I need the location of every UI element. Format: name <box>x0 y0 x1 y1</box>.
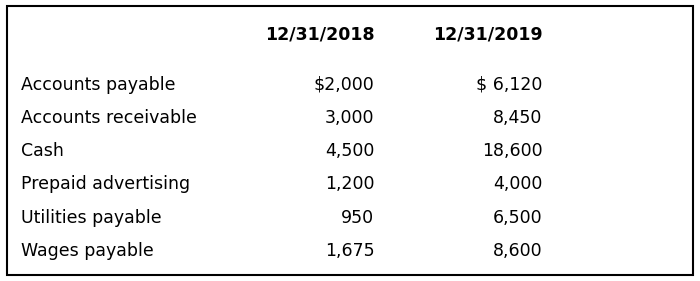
Text: Accounts receivable: Accounts receivable <box>21 109 197 127</box>
Text: Cash: Cash <box>21 142 64 160</box>
Text: 18,600: 18,600 <box>482 142 542 160</box>
Text: 12/31/2018: 12/31/2018 <box>265 25 375 43</box>
Text: 8,600: 8,600 <box>493 242 542 260</box>
Text: 8,450: 8,450 <box>493 109 542 127</box>
Text: 3,000: 3,000 <box>325 109 374 127</box>
Text: 6,500: 6,500 <box>493 209 542 226</box>
Text: $ 6,120: $ 6,120 <box>476 76 542 94</box>
Text: $2,000: $2,000 <box>314 76 375 94</box>
Text: 12/31/2019: 12/31/2019 <box>433 25 542 43</box>
Text: Wages payable: Wages payable <box>21 242 154 260</box>
Text: Accounts payable: Accounts payable <box>21 76 176 94</box>
Text: 4,000: 4,000 <box>493 175 542 193</box>
Text: Prepaid advertising: Prepaid advertising <box>21 175 190 193</box>
Text: 4,500: 4,500 <box>325 142 374 160</box>
Text: Utilities payable: Utilities payable <box>21 209 162 226</box>
Text: 1,200: 1,200 <box>325 175 374 193</box>
Text: 950: 950 <box>342 209 374 226</box>
Text: 1,675: 1,675 <box>325 242 374 260</box>
